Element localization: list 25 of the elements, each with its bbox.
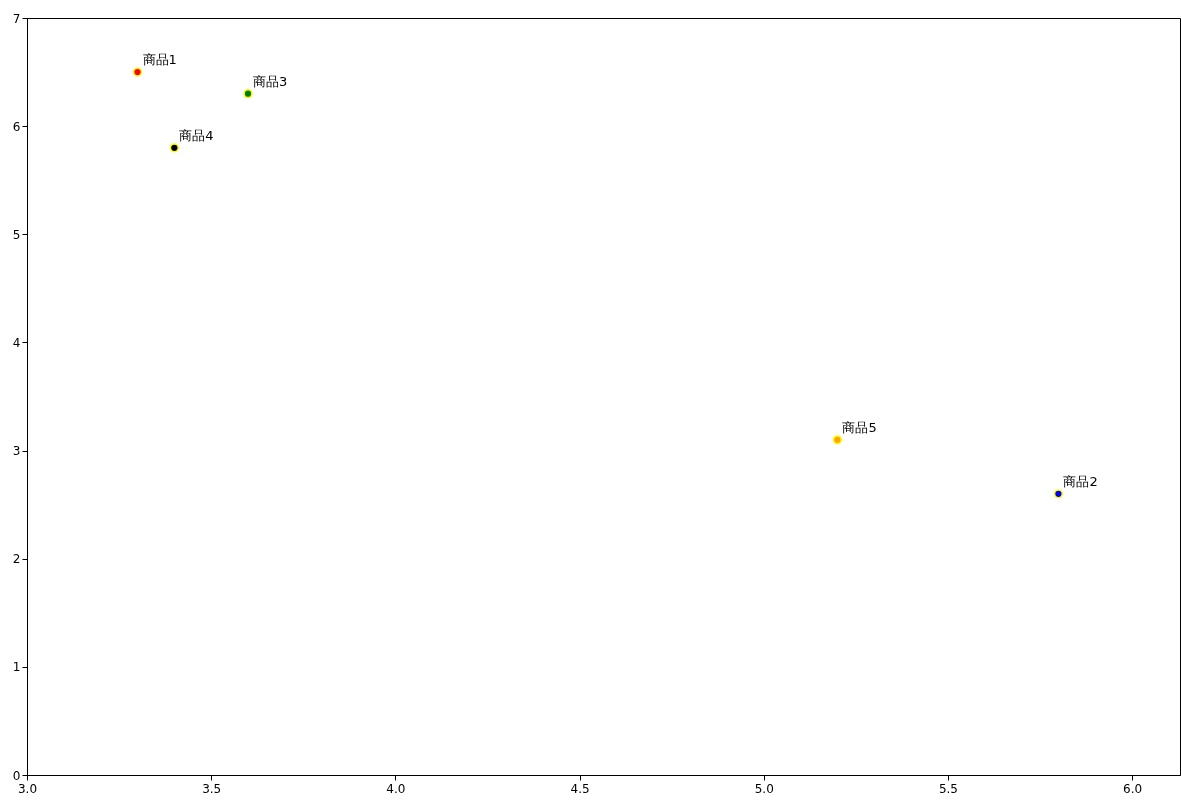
x-tick-label: 5.5 <box>938 781 958 796</box>
y-tick-label: 1 <box>12 660 21 675</box>
x-tick-label: 4.5 <box>570 781 590 796</box>
series-label: 商品2 <box>1063 473 1098 489</box>
x-tick-label: 6.0 <box>1123 781 1143 796</box>
y-tick-label: 4 <box>12 335 21 350</box>
y-tick-label: 7 <box>12 11 21 26</box>
x-tick-label: 3.0 <box>17 781 38 796</box>
series-label: 商品4 <box>179 127 214 143</box>
y-tick-label: 6 <box>12 119 21 134</box>
point <box>132 67 143 77</box>
point <box>169 143 179 153</box>
y-tick-label: 2 <box>12 552 21 567</box>
x-tick-label: 4.0 <box>386 781 406 796</box>
point <box>1053 489 1064 499</box>
x-tick-label: 5.0 <box>754 781 774 796</box>
point <box>243 89 253 99</box>
series-label: 商品3 <box>253 73 288 89</box>
y-tick-label: 0 <box>12 768 21 783</box>
series-label: 商品5 <box>842 419 877 435</box>
y-tick-label: 5 <box>12 227 21 242</box>
series-label: 商品1 <box>142 52 177 68</box>
point <box>832 435 843 445</box>
y-tick-label: 3 <box>12 444 21 459</box>
x-tick-label: 3.5 <box>202 781 222 796</box>
